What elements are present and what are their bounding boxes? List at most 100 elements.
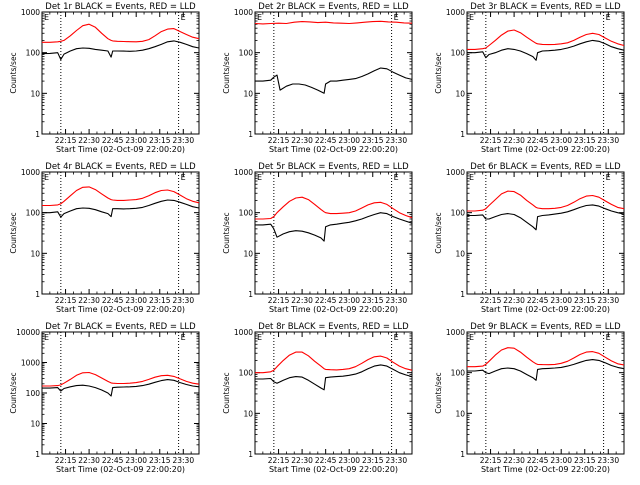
y-tick-label: 100 — [239, 209, 254, 218]
panel-title: Det 4r BLACK = Events, RED = LLD — [45, 162, 196, 172]
x-tick-label: 23:00 — [550, 456, 572, 465]
y-tick-label: 10 — [243, 89, 253, 98]
panel-title: Det 5r BLACK = Events, RED = LLD — [258, 162, 409, 172]
x-tick-label: 22:30 — [503, 136, 525, 145]
x-tick-label: 23:15 — [574, 136, 596, 145]
y-tick-label: 100 — [239, 49, 254, 58]
x-tick-label: 22:15 — [268, 296, 290, 305]
events-series-line — [42, 199, 200, 218]
x-tick-label: 23:30 — [597, 136, 619, 145]
x-tick-label: 23:00 — [125, 296, 147, 305]
y-tick-label: 1 — [35, 450, 40, 459]
events-series-line — [467, 204, 625, 231]
corner-marker-right: E — [606, 173, 611, 182]
panel-title: Det 6r BLACK = Events, RED = LLD — [470, 162, 621, 172]
plot-frame — [254, 331, 413, 455]
plot-frame — [41, 171, 200, 295]
y-tick-label: 1000 — [446, 328, 465, 337]
corner-marker-right: E — [394, 333, 399, 342]
y-axis-label: Counts/sec — [222, 372, 231, 413]
corner-marker-left: E — [469, 13, 474, 22]
x-axis-label: Start Time (02-Oct-09 22:00:20) — [269, 465, 398, 474]
y-tick-label: 1 — [460, 130, 465, 139]
events-series-line — [467, 359, 625, 381]
x-tick-label: 23:00 — [338, 136, 360, 145]
y-axis-label: Counts/sec — [9, 52, 18, 93]
y-tick-label: 10 — [30, 420, 40, 429]
x-tick-label: 22:30 — [78, 456, 100, 465]
x-tick-label: 22:45 — [102, 136, 124, 145]
events-series-line — [255, 212, 413, 242]
y-tick-label: 10 — [30, 249, 40, 258]
events-series-line — [255, 67, 413, 94]
lld-series-line — [467, 347, 625, 368]
panel-title: Det 8r BLACK = Events, RED = LLD — [258, 322, 409, 332]
x-tick-label: 23:15 — [574, 456, 596, 465]
x-tick-label: 22:30 — [78, 296, 100, 305]
lld-series-line — [467, 29, 625, 50]
lld-series-line — [42, 186, 200, 207]
x-tick-label: 23:00 — [550, 136, 572, 145]
plot-frame — [41, 331, 200, 455]
x-tick-label: 22:30 — [291, 136, 313, 145]
corner-marker-right: E — [394, 173, 399, 182]
x-tick-label: 22:30 — [291, 296, 313, 305]
y-axis-label: Counts/sec — [222, 212, 231, 253]
x-axis-label: Start Time (02-Oct-09 22:00:20) — [56, 305, 185, 314]
panel-title: Det 1r BLACK = Events, RED = LLD — [45, 2, 196, 12]
y-tick-label: 10 — [243, 249, 253, 258]
y-axis-label: Counts/sec — [222, 52, 231, 93]
x-tick-label: 22:45 — [315, 456, 337, 465]
y-tick-label: 10 — [243, 409, 253, 418]
corner-marker-left: E — [44, 333, 49, 342]
lld-series-line — [42, 371, 200, 387]
corner-marker-left: E — [469, 173, 474, 182]
y-tick-label: 100 — [451, 369, 466, 378]
x-tick-label: 22:15 — [55, 136, 77, 145]
panel-5: Det 5r BLACK = Events, RED = LLD 1 10 100 10… — [222, 162, 413, 314]
plot-frame — [254, 171, 413, 295]
y-tick-label: 100 — [26, 209, 41, 218]
panel-8: Det 8r BLACK = Events, RED = LLD 1 10 100 10… — [222, 322, 413, 474]
corner-marker-right: E — [181, 13, 186, 22]
x-tick-label: 22:45 — [527, 296, 549, 305]
corner-marker-right: E — [181, 333, 186, 342]
y-tick-label: 100 — [451, 209, 466, 218]
corner-marker-right: E — [606, 13, 611, 22]
y-tick-label: 10 — [455, 89, 465, 98]
y-tick-label: 1 — [35, 290, 40, 299]
y-axis-label: Counts/sec — [9, 372, 18, 413]
y-tick-label: 1 — [248, 290, 253, 299]
y-tick-label: 100 — [26, 389, 41, 398]
y-tick-label: 1000 — [234, 168, 253, 177]
x-axis-label: Start Time (02-Oct-09 22:00:20) — [56, 145, 185, 154]
x-axis-label: Start Time (02-Oct-09 22:00:20) — [481, 145, 610, 154]
x-tick-label: 22:45 — [102, 456, 124, 465]
y-axis-label: Counts/sec — [9, 212, 18, 253]
plot-frame — [466, 11, 625, 135]
x-tick-label: 22:45 — [527, 456, 549, 465]
x-tick-label: 22:15 — [268, 136, 290, 145]
y-tick-label: 1000 — [446, 168, 465, 177]
y-tick-label: 1000 — [21, 8, 40, 17]
x-tick-label: 22:15 — [55, 456, 77, 465]
y-tick-label: 1000 — [234, 328, 253, 337]
x-tick-label: 22:30 — [503, 456, 525, 465]
panel-title: Det 9r BLACK = Events, RED = LLD — [470, 322, 621, 332]
y-axis-label: Counts/sec — [434, 212, 443, 253]
y-tick-label: 100 — [451, 49, 466, 58]
x-tick-label: 23:00 — [338, 456, 360, 465]
lld-series-line — [255, 196, 413, 220]
panel-6: Det 6r BLACK = Events, RED = LLD 1 10 100 10… — [434, 162, 625, 314]
panel-1: Det 1r BLACK = Events, RED = LLD 1 10 100 10… — [9, 2, 200, 154]
x-tick-label: 23:30 — [597, 456, 619, 465]
y-tick-label: 10 — [455, 249, 465, 258]
x-tick-label: 23:30 — [385, 296, 407, 305]
y-tick-label: 1000 — [21, 168, 40, 177]
plot-frame — [466, 171, 625, 295]
corner-marker-left: E — [44, 173, 49, 182]
y-tick-label: 10 — [30, 89, 40, 98]
lld-series-line — [42, 23, 200, 43]
plot-frame — [254, 11, 413, 135]
